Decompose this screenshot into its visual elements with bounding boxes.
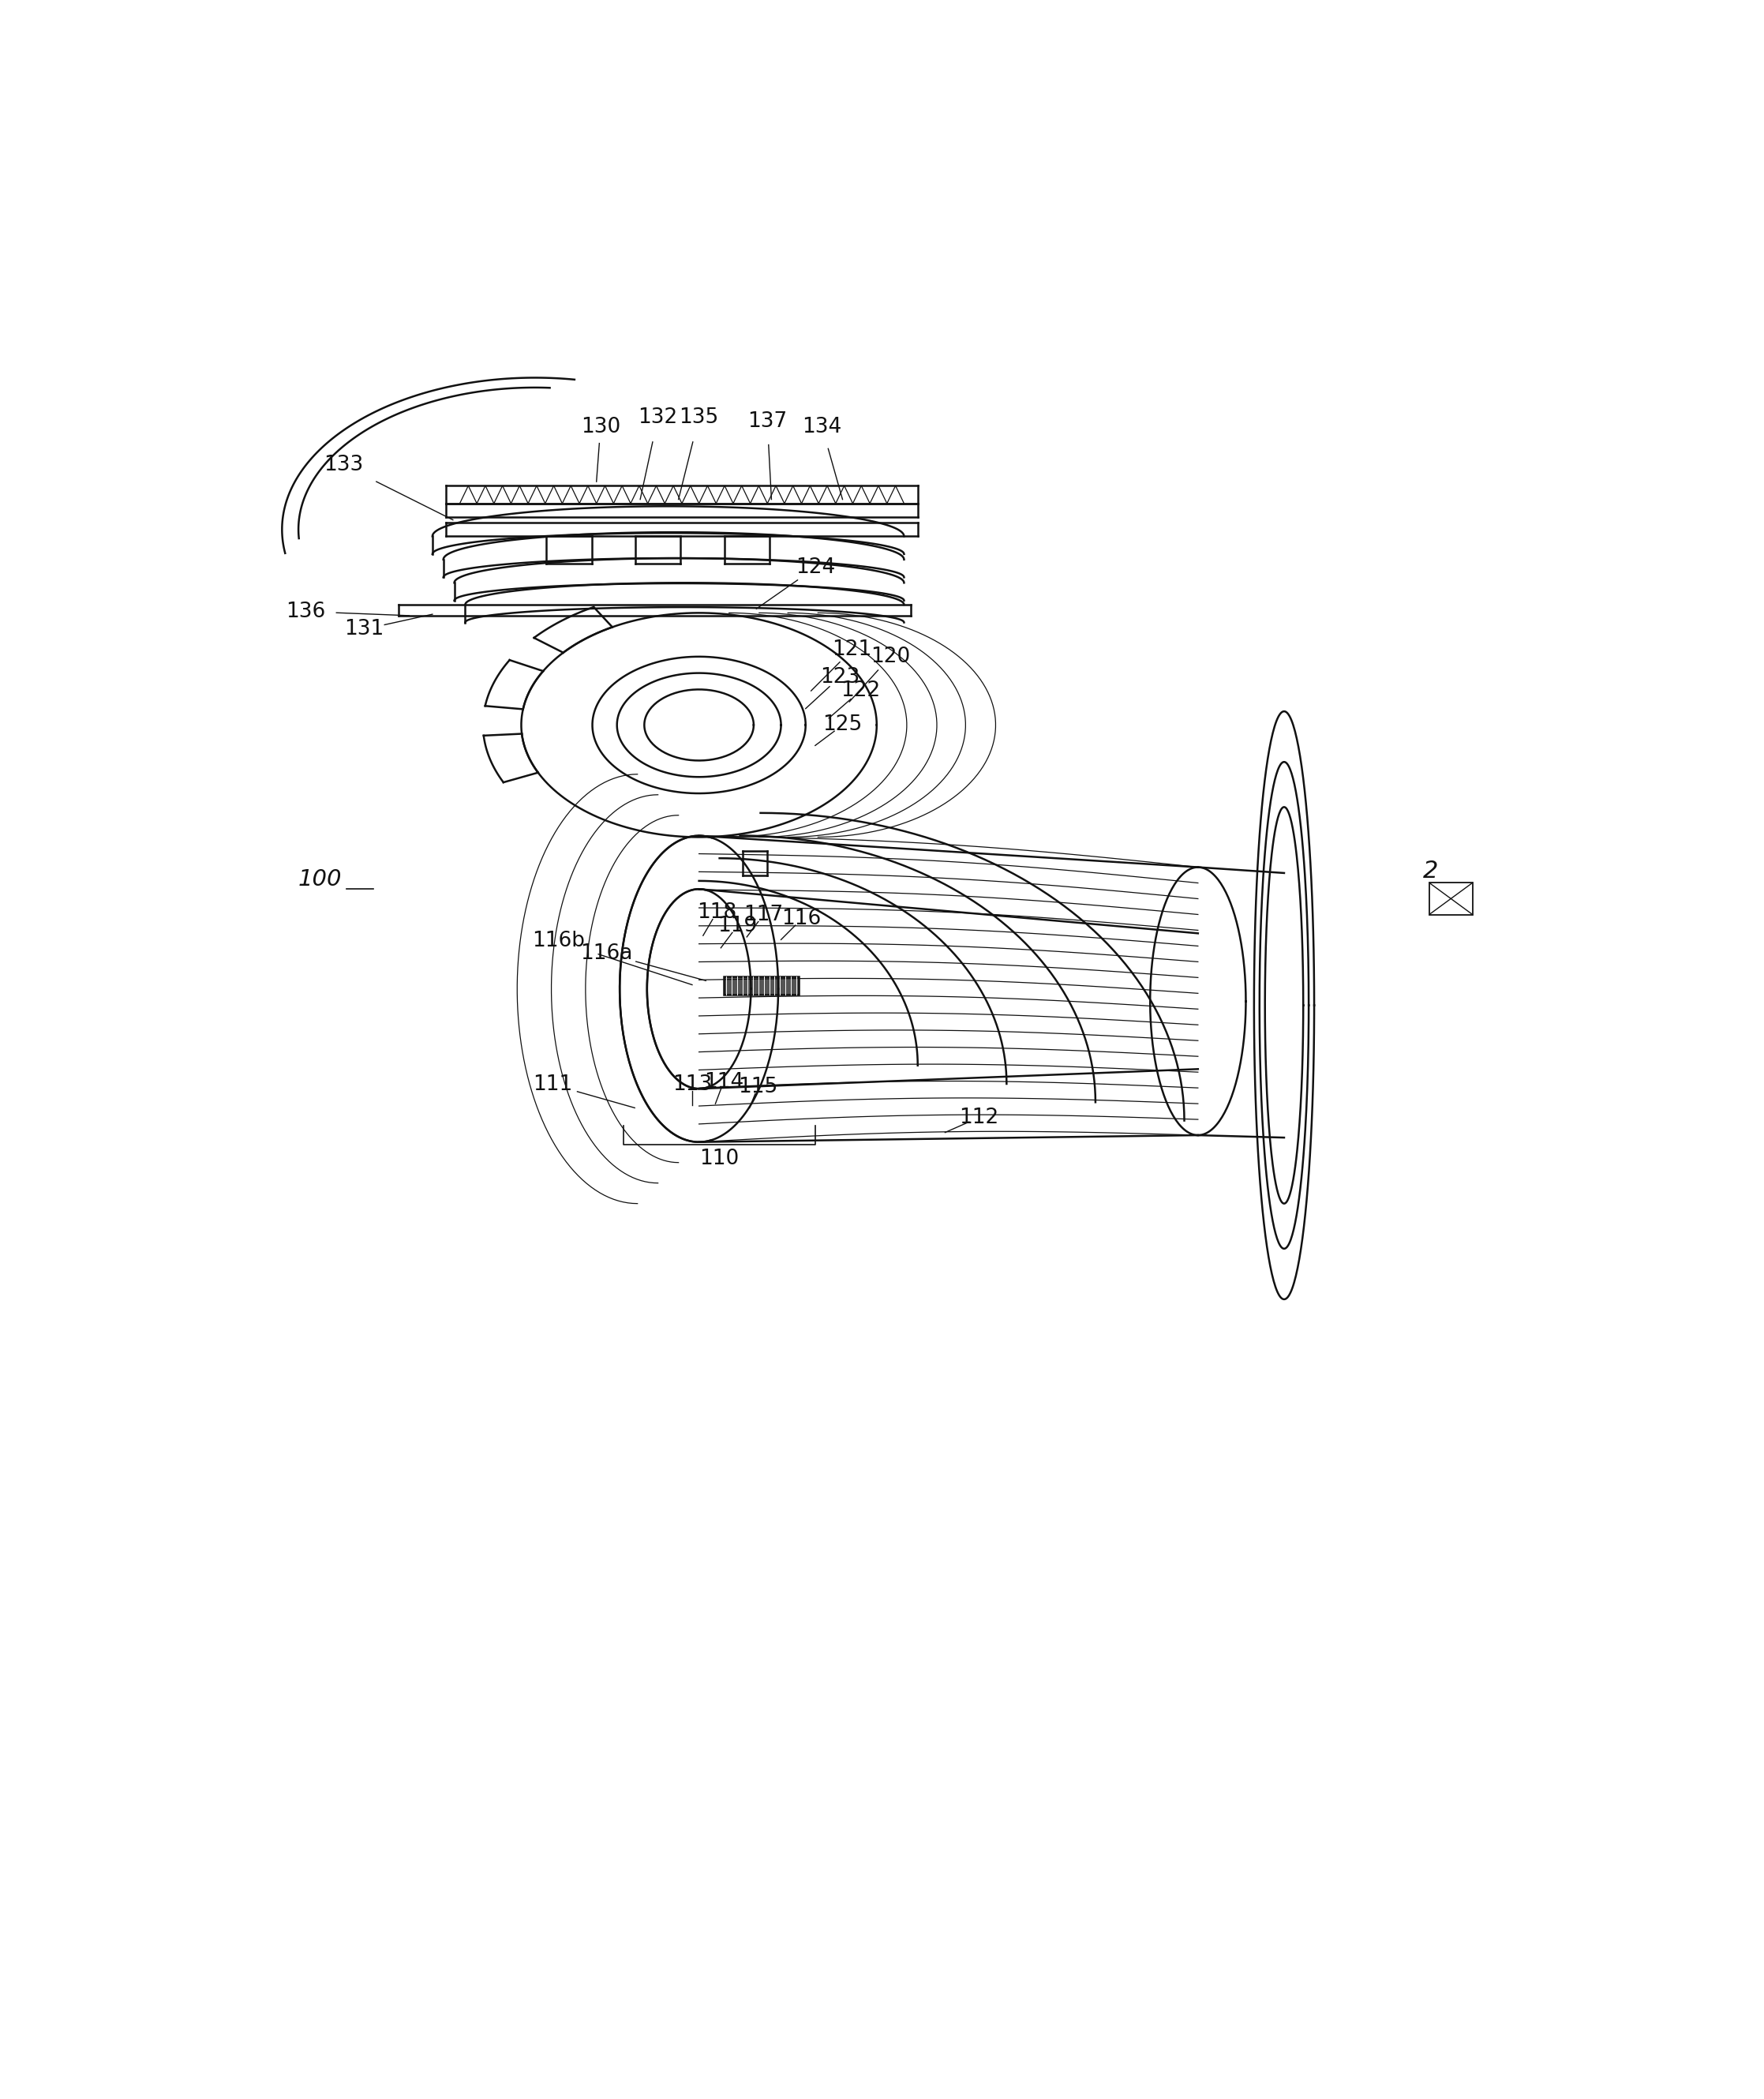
Text: 134: 134 xyxy=(803,418,841,437)
Text: 135: 135 xyxy=(679,407,718,428)
Text: 115: 115 xyxy=(737,1077,778,1098)
Text: 130: 130 xyxy=(580,418,621,437)
Text: 136: 136 xyxy=(286,600,325,621)
Text: 117: 117 xyxy=(743,905,783,926)
Text: 112: 112 xyxy=(960,1106,998,1127)
Text: 132: 132 xyxy=(639,407,677,428)
Text: 124: 124 xyxy=(796,558,834,577)
Text: 131: 131 xyxy=(344,619,385,640)
Text: 119: 119 xyxy=(718,915,757,936)
Text: 111: 111 xyxy=(533,1075,573,1096)
FancyBboxPatch shape xyxy=(1429,882,1473,915)
Text: 121: 121 xyxy=(833,640,871,659)
Text: 133: 133 xyxy=(325,455,363,476)
Text: 123: 123 xyxy=(820,667,859,686)
Text: 114: 114 xyxy=(704,1073,743,1091)
Text: 122: 122 xyxy=(840,680,880,701)
Text: 120: 120 xyxy=(871,646,910,667)
Text: 116a: 116a xyxy=(580,942,632,963)
Text: 110: 110 xyxy=(700,1148,739,1169)
Polygon shape xyxy=(723,976,799,995)
Text: 113: 113 xyxy=(672,1075,713,1096)
Text: 2: 2 xyxy=(1424,861,1438,884)
Text: 116b: 116b xyxy=(531,930,584,951)
Text: 137: 137 xyxy=(748,411,787,432)
Text: 118: 118 xyxy=(697,903,737,924)
Text: 125: 125 xyxy=(822,716,863,735)
Text: 100: 100 xyxy=(298,869,342,890)
Text: 116: 116 xyxy=(781,909,822,930)
